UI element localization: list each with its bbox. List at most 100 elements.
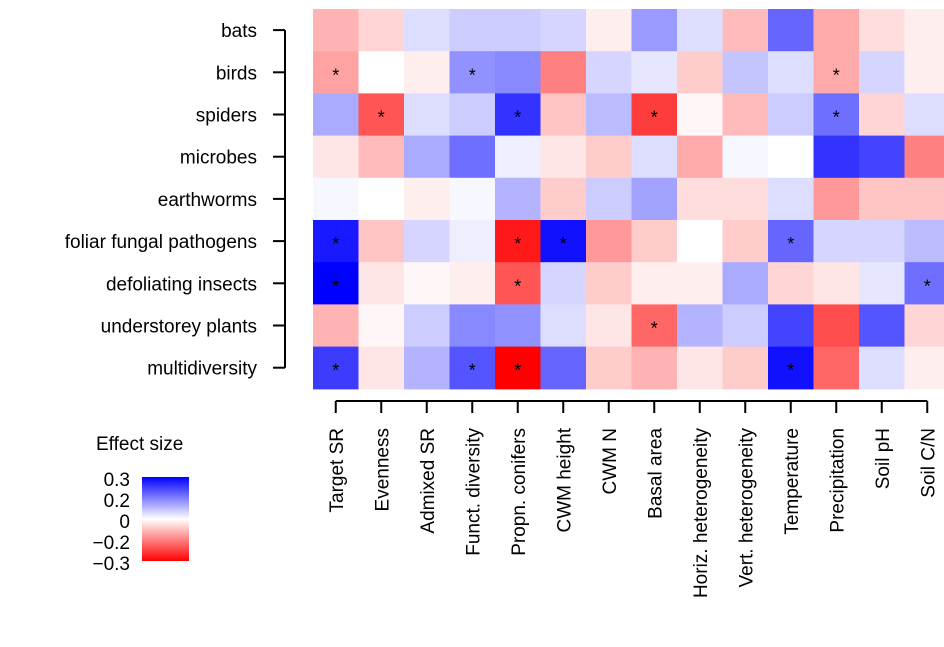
heatmap-cell	[859, 346, 906, 390]
heatmap-cell	[722, 93, 769, 137]
heatmap-cell	[449, 346, 496, 390]
heatmap-cell	[313, 262, 360, 305]
heatmap-cell	[404, 220, 451, 263]
heatmap-cell	[904, 346, 944, 390]
heatmap-cell	[586, 51, 633, 94]
heatmap-cell	[768, 9, 815, 52]
heatmap-cell	[768, 51, 815, 94]
legend-title: Effect size	[96, 434, 183, 455]
heatmap-cell	[358, 220, 405, 263]
row-label: spiders	[196, 106, 257, 127]
heatmap-cell	[358, 304, 405, 348]
heatmap-cell	[768, 220, 815, 263]
heatmap-cell	[449, 51, 496, 94]
heatmap-cell	[449, 304, 496, 348]
heatmap-cell	[859, 135, 906, 179]
heatmap-cell	[313, 9, 360, 52]
legend-tick-label: −0.2	[92, 533, 130, 554]
heatmap-cell	[313, 135, 360, 179]
heatmap-cell	[677, 177, 724, 221]
significance-star: *	[469, 65, 476, 85]
column-axis: Target SR Evenness Admixed SR Funct. divers…	[327, 400, 939, 598]
significance-star: *	[787, 361, 794, 381]
heatmap-cell	[586, 9, 633, 52]
significance-star: *	[332, 361, 339, 381]
heatmap-cell	[813, 135, 860, 179]
heatmap-cell	[586, 135, 633, 179]
heatmap-cell	[631, 304, 678, 348]
heatmap-cell	[586, 220, 633, 263]
heatmap-cell	[495, 346, 542, 390]
heatmap-cell	[404, 135, 451, 179]
color-legend: Effect size 0.30.20−0.2−0.3	[92, 434, 189, 575]
heatmap-cell	[813, 220, 860, 263]
heatmap-cell	[722, 262, 769, 305]
heatmap-cell	[495, 135, 542, 179]
significance-star: *	[514, 234, 521, 254]
column-label: Target SR	[327, 428, 348, 512]
heatmap-cell	[404, 177, 451, 221]
heatmap-cell	[722, 346, 769, 390]
heatmap-cell	[540, 135, 587, 179]
heatmap-cell	[677, 220, 724, 263]
heatmap-cell	[586, 304, 633, 348]
heatmap-cell	[495, 304, 542, 348]
heatmap-cell	[404, 9, 451, 52]
significance-markers: * * * * * * * * * * * * * * * * * * *	[332, 65, 931, 380]
heatmap-cell	[449, 9, 496, 52]
heatmap-cell	[813, 177, 860, 221]
significance-star: *	[514, 361, 521, 381]
heatmap-cell	[677, 93, 724, 137]
significance-star: *	[514, 276, 521, 296]
heatmap-cell	[859, 177, 906, 221]
heatmap-cell	[449, 177, 496, 221]
column-label: Precipitation	[827, 428, 848, 533]
row-label: birds	[216, 63, 257, 84]
column-label: Soil C/N	[918, 428, 939, 498]
row-label: multidiversity	[147, 359, 257, 380]
heatmap-cell	[904, 9, 944, 52]
heatmap-cell	[677, 51, 724, 94]
heatmap-cell	[495, 177, 542, 221]
heatmap-cells	[313, 9, 944, 390]
heatmap-cell	[813, 262, 860, 305]
heatmap-cell	[768, 346, 815, 390]
heatmap-cell	[449, 135, 496, 179]
significance-star: *	[332, 234, 339, 254]
heatmap-cell	[313, 93, 360, 137]
row-label: defoliating insects	[106, 274, 257, 295]
heatmap-cell	[813, 93, 860, 137]
heatmap-cell	[358, 262, 405, 305]
heatmap-cell	[768, 135, 815, 179]
column-label: Basal area	[645, 428, 666, 519]
heatmap-cell	[404, 93, 451, 137]
heatmap-cell	[904, 304, 944, 348]
heatmap-cell	[495, 51, 542, 94]
heatmap-cell	[404, 346, 451, 390]
heatmap-cell	[677, 262, 724, 305]
heatmap-cell	[813, 9, 860, 52]
significance-star: *	[469, 361, 476, 381]
heatmap-cell	[540, 51, 587, 94]
significance-star: *	[378, 108, 385, 128]
column-label: Vert. heterogeneity	[736, 428, 757, 588]
row-label: bats	[221, 21, 257, 42]
heatmap-cell	[859, 220, 906, 263]
significance-star: *	[332, 65, 339, 85]
heatmap-cell	[768, 177, 815, 221]
heatmap-cell	[631, 346, 678, 390]
heatmap-cell	[540, 220, 587, 263]
significance-star: *	[833, 108, 840, 128]
column-label: Propn. conifers	[509, 428, 530, 556]
heatmap-cell	[722, 135, 769, 179]
heatmap-cell	[813, 51, 860, 94]
heatmap-cell	[358, 93, 405, 137]
heatmap-cell	[313, 346, 360, 390]
heatmap-cell	[904, 51, 944, 94]
heatmap-cell	[631, 51, 678, 94]
heatmap-cell	[540, 177, 587, 221]
heatmap-cell	[859, 51, 906, 94]
significance-star: *	[833, 65, 840, 85]
heatmap-cell	[813, 304, 860, 348]
